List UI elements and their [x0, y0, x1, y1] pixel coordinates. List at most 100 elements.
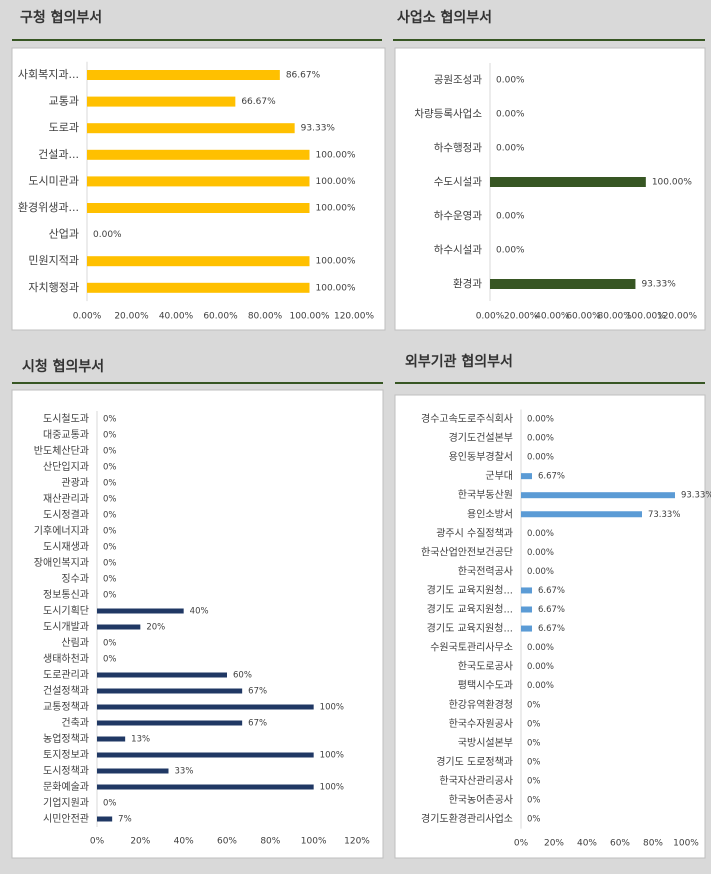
- value-label: 0%: [103, 495, 117, 505]
- bar: [87, 96, 236, 107]
- value-label: 0%: [103, 479, 117, 489]
- value-label: 6.67%: [538, 605, 565, 615]
- category-label: 건설과...: [38, 148, 79, 161]
- value-label: 20%: [146, 623, 165, 633]
- category-label: 평택시수도과: [458, 680, 513, 692]
- category-label: 공원조성과: [434, 74, 483, 86]
- category-label: 한국전력공사: [458, 565, 513, 577]
- bar: [87, 203, 310, 213]
- category-label: 생태하천과: [43, 652, 89, 665]
- category-label: 국방시설본부: [458, 737, 513, 749]
- value-label: 60%: [233, 671, 252, 681]
- category-label: 도시정책과: [43, 765, 89, 777]
- value-label: 0%: [103, 527, 117, 537]
- category-label: 환경과: [453, 277, 482, 290]
- value-label: 0.00%: [527, 529, 554, 539]
- value-label: 0%: [527, 796, 541, 806]
- category-label: 차량등록사업소: [414, 107, 482, 120]
- value-label: 0%: [527, 738, 541, 748]
- category-label: 광주시 수질정책과: [436, 527, 513, 539]
- category-label: 민원지적과: [28, 254, 79, 267]
- bar: [521, 606, 533, 613]
- value-label: 0.00%: [496, 76, 525, 86]
- category-label: 하수시설과: [434, 243, 483, 256]
- value-label: 0.00%: [527, 643, 554, 653]
- category-label: 토지정보과: [43, 749, 89, 761]
- value-label: 0%: [527, 757, 541, 767]
- value-label: 0%: [527, 719, 541, 729]
- category-label: 문화예술과: [43, 781, 89, 793]
- value-label: 0%: [103, 639, 117, 649]
- bar: [490, 177, 646, 187]
- x-tick-label: 100.00%: [289, 312, 329, 322]
- value-label: 0.00%: [527, 567, 554, 577]
- value-label: 0.00%: [496, 246, 525, 256]
- x-tick-label: 40.00%: [535, 312, 570, 322]
- category-label: 하수행정과: [434, 141, 483, 154]
- bar: [87, 149, 310, 160]
- x-tick-label: 20.00%: [504, 312, 539, 322]
- value-label: 67%: [248, 687, 267, 697]
- bar: [97, 816, 113, 822]
- category-label: 건설정책과: [43, 685, 89, 697]
- x-tick-label: 40.00%: [159, 312, 194, 322]
- category-label: 경기도 도로정책과: [436, 755, 513, 768]
- value-label: 0%: [527, 776, 541, 786]
- category-label: 경기도환경관리사업소: [421, 812, 513, 825]
- category-label: 도로과: [49, 121, 79, 134]
- x-tick-label: 80.00%: [248, 312, 283, 322]
- bar: [97, 672, 227, 678]
- category-label: 자치행정과: [28, 281, 79, 294]
- value-label: 100.00%: [316, 150, 356, 160]
- x-tick-label: 60%: [217, 837, 237, 847]
- category-label: 한국수자원공사: [449, 718, 513, 730]
- category-label: 수원국토관리사무소: [430, 642, 513, 654]
- bar: [97, 608, 184, 614]
- chart-box: [11, 389, 384, 859]
- bar: [87, 256, 310, 267]
- bar: [97, 768, 169, 774]
- x-tick-label: 0.00%: [73, 312, 102, 322]
- category-label: 기후에너지과: [34, 525, 89, 537]
- bar: [87, 282, 310, 293]
- value-label: 73.33%: [648, 510, 680, 520]
- bar: [87, 123, 295, 134]
- value-label: 0%: [103, 511, 117, 521]
- value-label: 100%: [320, 703, 344, 713]
- category-label: 산업과: [49, 228, 79, 241]
- bar: [97, 704, 314, 710]
- category-label: 교통정책과: [43, 701, 89, 713]
- value-label: 40%: [190, 607, 209, 617]
- value-label: 0.00%: [496, 212, 525, 222]
- panel-title: 시청 협의부서: [22, 358, 104, 375]
- category-label: 경기도 교육지원청...: [427, 583, 513, 596]
- value-label: 6.67%: [538, 472, 565, 482]
- bar: [97, 688, 243, 694]
- x-tick-label: 120%: [344, 837, 370, 847]
- panel-title: 외부기관 협의부서: [405, 353, 513, 370]
- value-label: 0%: [103, 591, 117, 601]
- value-label: 100.00%: [652, 178, 692, 188]
- category-label: 시민안전관: [43, 813, 89, 825]
- value-label: 100%: [320, 783, 344, 793]
- category-label: 교통과: [49, 95, 79, 108]
- x-tick-label: 100%: [673, 839, 699, 849]
- bar: [521, 587, 533, 594]
- value-label: 6.67%: [538, 624, 565, 634]
- value-label: 0.00%: [527, 453, 554, 463]
- value-label: 0.00%: [527, 681, 554, 691]
- value-label: 0%: [527, 700, 541, 710]
- category-label: 경수고속도로주식회사: [421, 412, 513, 425]
- value-label: 0%: [527, 815, 541, 825]
- value-label: 0%: [103, 799, 117, 809]
- bar: [87, 176, 310, 187]
- category-label: 도시개발과: [43, 621, 89, 633]
- panel-title: 사업소 협의부서: [397, 9, 492, 26]
- x-tick-label: 60.00%: [566, 312, 601, 322]
- bar: [521, 625, 533, 632]
- category-label: 환경위생과...: [18, 201, 79, 214]
- x-tick-label: 80%: [643, 839, 663, 849]
- value-label: 0.00%: [527, 662, 554, 672]
- value-label: 66.67%: [241, 97, 276, 107]
- x-tick-label: 40%: [174, 837, 194, 847]
